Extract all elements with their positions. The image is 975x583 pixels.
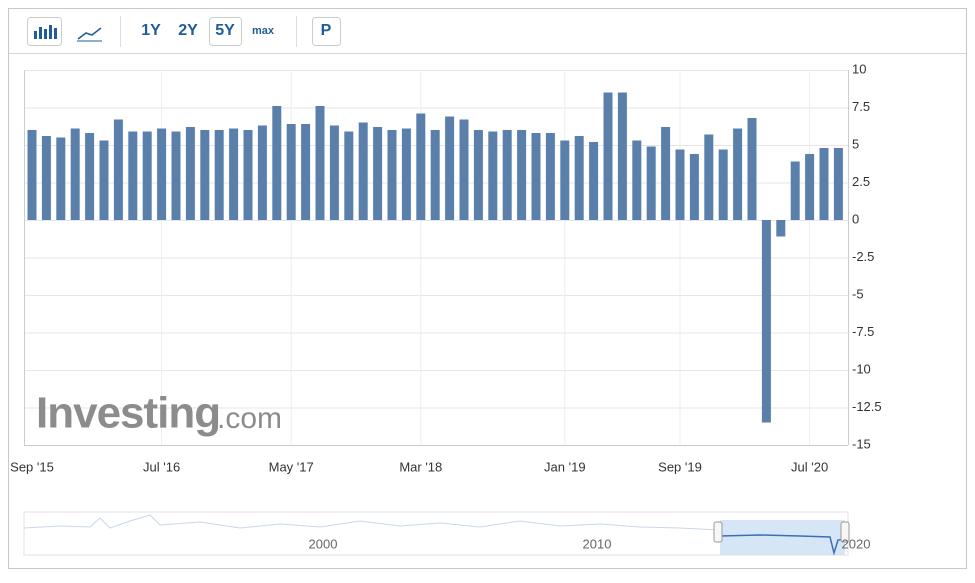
bar xyxy=(603,92,613,220)
bar xyxy=(488,131,498,220)
y-tick-label: -15 xyxy=(852,436,871,451)
range-button[interactable]: 2Y xyxy=(178,22,198,39)
y-tick-label: 0 xyxy=(852,211,859,226)
y-tick-label: 2.5 xyxy=(852,174,870,189)
range-button[interactable]: 1Y xyxy=(141,22,161,39)
bar xyxy=(142,131,152,220)
bar xyxy=(473,130,483,220)
bar xyxy=(214,130,224,220)
navigator-label: 2000 xyxy=(309,536,338,551)
bar xyxy=(301,124,311,220)
bar xyxy=(545,133,555,220)
bar xyxy=(56,137,66,220)
bar xyxy=(502,130,512,220)
watermark-suffix: .com xyxy=(217,402,282,435)
y-tick-label: -2.5 xyxy=(852,249,874,264)
bar xyxy=(229,128,239,220)
active-range-box xyxy=(209,17,242,46)
y-tick-label: -7.5 xyxy=(852,324,874,339)
bar xyxy=(661,127,671,220)
bar xyxy=(733,128,743,220)
bar xyxy=(819,148,829,220)
navigator-label: 2010 xyxy=(583,536,612,551)
bar xyxy=(589,142,599,220)
p-button-box xyxy=(312,17,341,46)
bar xyxy=(27,130,37,220)
x-tick-label: May '17 xyxy=(269,459,314,474)
bar xyxy=(704,134,714,220)
y-tick-label: -12.5 xyxy=(852,399,882,414)
bar xyxy=(517,130,527,220)
bar xyxy=(776,220,786,237)
bar xyxy=(560,140,570,220)
bar xyxy=(286,124,296,220)
x-tick-label: Mar '18 xyxy=(399,459,442,474)
bar xyxy=(344,131,354,220)
bar xyxy=(272,106,282,220)
y-tick-label: -10 xyxy=(852,361,871,376)
navigator-label: 2020 xyxy=(842,536,871,551)
bar xyxy=(185,127,195,220)
y-tick-label: -5 xyxy=(852,286,864,301)
bar xyxy=(358,122,368,220)
bar xyxy=(617,92,627,220)
bar xyxy=(257,125,267,220)
y-tick-label: 7.5 xyxy=(852,99,870,114)
bar xyxy=(805,154,815,220)
bar xyxy=(689,154,699,220)
bar xyxy=(373,127,383,220)
watermark-brand: Investing xyxy=(36,389,220,438)
line-type-button[interactable] xyxy=(77,27,102,42)
bar xyxy=(459,119,469,220)
y-tick-label: 5 xyxy=(852,136,859,151)
bar xyxy=(646,146,656,220)
x-tick-label: Sep '15 xyxy=(10,459,54,474)
bar xyxy=(747,118,757,220)
bar xyxy=(761,220,771,423)
bar xyxy=(200,130,210,220)
bar xyxy=(632,140,642,220)
navigator xyxy=(23,511,850,556)
bar xyxy=(445,116,455,220)
bar xyxy=(113,119,123,220)
bar xyxy=(574,136,584,220)
bar xyxy=(171,131,181,220)
bar xyxy=(157,128,167,220)
bar xyxy=(531,133,541,220)
bar xyxy=(401,128,411,220)
x-tick-label: Jan '19 xyxy=(544,459,586,474)
bar xyxy=(416,113,426,220)
bar xyxy=(675,149,685,220)
bar xyxy=(790,161,800,220)
bar xyxy=(85,133,95,220)
y-tick-label: 10 xyxy=(852,61,866,76)
bar xyxy=(387,130,397,220)
frame xyxy=(8,8,967,569)
bar xyxy=(718,149,728,220)
bar xyxy=(833,148,843,220)
x-tick-label: Sep '19 xyxy=(658,459,702,474)
plot-area: 10 7.5 5 2.5 0 -2.5 -5 -7.5 -10 -12.5 -15 Sep '15 Ju… xyxy=(10,61,881,474)
range-button[interactable]: max xyxy=(252,25,275,37)
bar xyxy=(41,136,51,220)
bar-type-button[interactable] xyxy=(27,17,62,46)
range-button[interactable]: 5Y xyxy=(215,22,235,39)
bar xyxy=(128,131,138,220)
bar xyxy=(99,140,109,220)
bar xyxy=(329,125,339,220)
p-button[interactable]: P xyxy=(321,22,332,39)
bar xyxy=(315,106,325,220)
x-tick-label: Jul '16 xyxy=(143,459,180,474)
x-tick-label: Jul '20 xyxy=(791,459,828,474)
bar xyxy=(70,128,80,220)
bar xyxy=(430,130,440,220)
bar xyxy=(243,130,253,220)
